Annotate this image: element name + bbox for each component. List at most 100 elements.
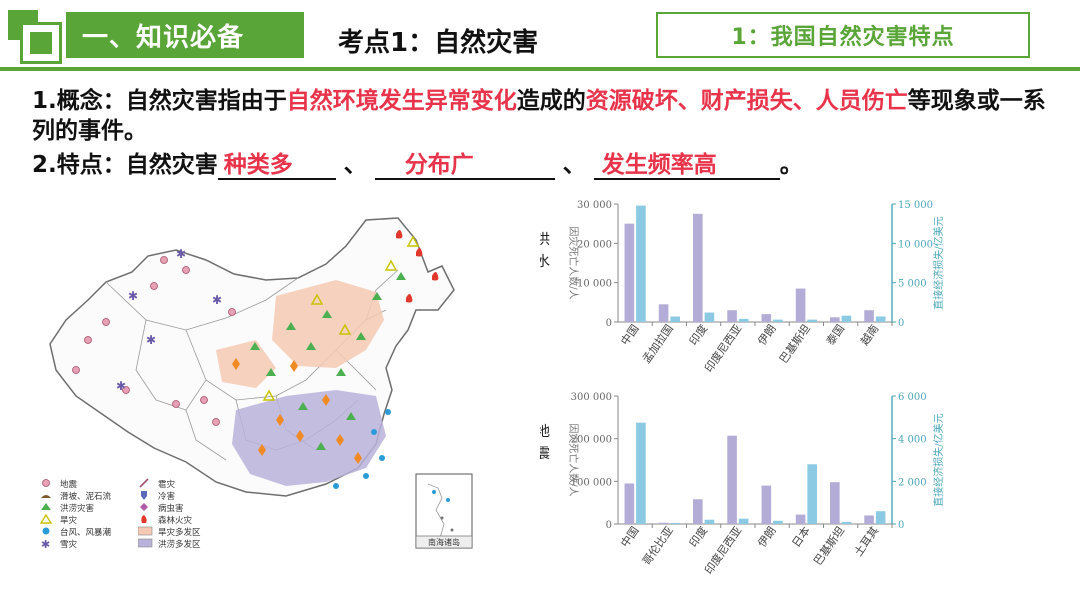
landslide-icon: [41, 495, 51, 498]
features-end: 。: [779, 152, 803, 178]
hail-icon: [139, 478, 149, 488]
concept-highlight-2: 资源破坏、财产损失、人员伤亡: [585, 88, 908, 114]
cold-damage-icon: [141, 491, 147, 500]
bar: [864, 310, 874, 322]
bar: [738, 318, 749, 322]
bar: [807, 464, 817, 524]
map-legend-label: 洪涝多发区: [158, 539, 201, 550]
bar: [738, 518, 749, 524]
chart-side-label: 地: [540, 424, 550, 440]
features-sep-1: 、: [343, 152, 367, 178]
y2-tick-label: 5 000: [898, 279, 927, 290]
bar: [807, 319, 817, 322]
chart-svg: 洪水 0 10 000 20 000 30 000 0 5 000 10 000 15 000 因…: [536, 200, 945, 375]
map-legend-label: 冷害: [158, 491, 176, 502]
y-tick-label: 200 000: [571, 435, 612, 446]
bar: [704, 519, 715, 524]
y-tick-label: 10 000: [577, 279, 612, 290]
bar: [670, 316, 680, 322]
bar: [704, 312, 715, 322]
earthquake-chart: 地震 0 100 000 200 000 300 000 0 2 000 4 000 6 000…: [536, 386, 980, 586]
snow-icon: ✱: [41, 538, 50, 549]
drought-zone: [272, 280, 384, 368]
bar: [841, 315, 852, 322]
y2-tick-label: 6 000: [898, 392, 927, 403]
concept-suffix: 等现象或一系列的事件。: [32, 88, 1046, 144]
disaster-symbols: ✱ ✱ ✱ ✱ ✱: [72, 230, 439, 489]
map-legend: 地震 雹灾滑坡、泥石流 冷害洪涝灾害 病虫害旱灾 森林火灾 台风、风暴潮 旱灾多发区 ✱ 雪灾 洪…: [40, 478, 240, 550]
bar: [693, 499, 703, 524]
chart-side-label: 水: [540, 254, 550, 270]
y2-tick-label: 0: [898, 318, 904, 329]
map-legend-label: 旱灾: [60, 515, 78, 526]
disaster-map: ✱ ✱ ✱ ✱ ✱ 南海诸岛 地震 雹灾 滑坡、泥石流 冷害 洪涝灾害 病虫害 旱灾 森林火灾 台风、…: [36, 200, 476, 552]
bar: [830, 317, 840, 322]
bar: [761, 485, 772, 524]
bar: [624, 483, 635, 524]
forest-fire-icon: [141, 515, 147, 523]
bar: [795, 514, 806, 524]
drought-zone-swatch: [138, 526, 153, 536]
bar: [670, 522, 680, 524]
map-legend-item: 旱灾: [40, 514, 138, 526]
header-decoration: [8, 10, 63, 64]
svg-text:✱: ✱: [146, 333, 156, 347]
south-china-sea-inset: 南海诸岛: [415, 473, 473, 549]
svg-text:✱: ✱: [41, 538, 50, 549]
typhoon-icon: [42, 527, 50, 535]
map-legend-item: ✱ 雪灾: [40, 538, 138, 550]
section-label: 一、知识必备: [66, 12, 304, 58]
bar: [636, 205, 646, 322]
x-tick-label: 孟加拉国: [639, 322, 676, 366]
features-prefix: 2.特点：自然灾害: [32, 152, 218, 178]
pest-icon: [140, 503, 148, 511]
x-tick-label: 印度: [686, 524, 710, 550]
map-legend-item: 冷害: [138, 490, 236, 502]
y2-tick-label: 10 000: [898, 239, 933, 250]
bar: [727, 435, 737, 524]
answer-blank-3: 发生频率高: [593, 152, 780, 180]
answer-blank-1: 种类多: [217, 152, 336, 180]
concept-middle: 造成的: [516, 88, 586, 114]
x-tick-label: 伊朗: [755, 524, 778, 549]
x-tick-label: 泰国: [823, 322, 847, 348]
earthquake-icon: [42, 479, 50, 487]
topic-label: 1：我国自然灾害特点: [656, 12, 1030, 58]
flood-zone-swatch: [138, 538, 153, 548]
map-legend-label: 洪涝灾害: [60, 503, 95, 514]
map-legend-label: 滑坡、泥石流: [60, 491, 112, 502]
map-legend-item: 台风、风暴潮: [40, 526, 138, 538]
y2-tick-label: 0: [898, 520, 904, 531]
answer-blank-2: 分布广: [374, 152, 555, 180]
x-tick-label: 巴基斯坦: [810, 524, 847, 568]
map-legend-label: 旱灾多发区: [158, 527, 201, 538]
flood-icon: [41, 503, 51, 510]
x-tick-label: 越南: [857, 322, 881, 348]
bar: [761, 314, 772, 322]
map-legend-label: 雹灾: [158, 479, 176, 490]
features-sep-2: 、: [562, 152, 586, 178]
bar: [727, 310, 737, 322]
bar: [864, 515, 874, 524]
bar: [830, 482, 840, 524]
map-legend-item: 森林火灾: [138, 514, 236, 526]
y-axis-title: 因灾死亡人数/人: [567, 226, 580, 299]
map-legend-item: 旱灾多发区: [138, 526, 236, 538]
y-tick-label: 300 000: [571, 392, 612, 403]
kaodian-title: 考点1：自然灾害: [338, 28, 539, 58]
concept-paragraph: 1.概念：自然灾害指由于自然环境发生异常变化造成的资源破坏、财产损失、人员伤亡等…: [32, 86, 1052, 146]
bar: [658, 304, 669, 322]
map-legend-label: 病虫害: [158, 503, 184, 514]
x-tick-label: 土耳其: [852, 524, 882, 558]
bar: [795, 288, 806, 322]
bar: [875, 511, 886, 524]
chart-side-label: 洪: [540, 232, 550, 248]
y-tick-label: 0: [606, 520, 612, 531]
x-tick-label: 伊朗: [755, 322, 778, 347]
map-legend-item: 洪涝多发区: [138, 538, 236, 550]
chart-side-label: 震: [540, 446, 550, 462]
map-legend-item: 病虫害: [138, 502, 236, 514]
x-tick-label: 巴基斯坦: [776, 322, 813, 366]
map-legend-label: 地震: [60, 479, 78, 490]
svg-text:✱: ✱: [128, 289, 138, 303]
